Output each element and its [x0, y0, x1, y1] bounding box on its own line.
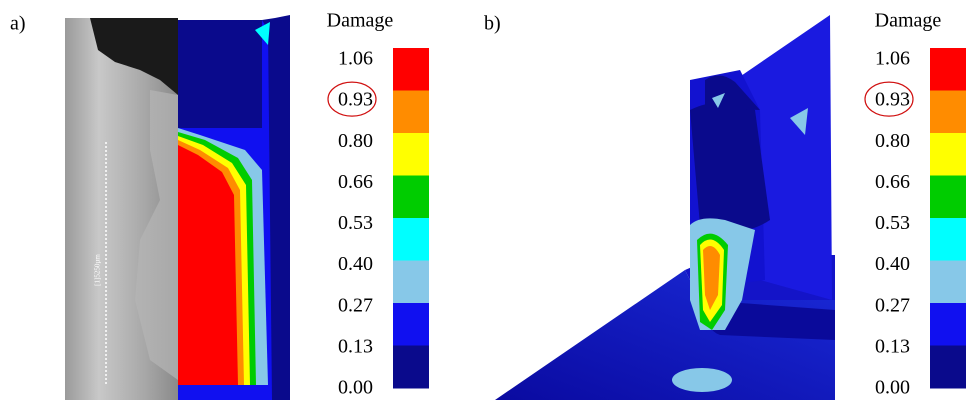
highlight-circle	[864, 81, 914, 117]
colorbar-tick-label: 0.53	[338, 212, 373, 234]
colorbar-band	[930, 260, 966, 304]
colorbar-tick-label: 0.53	[875, 212, 910, 234]
colorbar-tick-label: 0.27	[875, 294, 910, 316]
panel-label: b)	[484, 13, 501, 35]
colorbar-title: Damage	[327, 10, 394, 32]
colorbar-tick-label: 0.66	[338, 171, 373, 193]
panel-b-image	[495, 15, 835, 400]
colorbar-band	[930, 133, 966, 176]
colorbar-band	[393, 90, 429, 134]
colorbar-band	[930, 345, 966, 389]
colorbar-tick-label: 0.40	[338, 253, 373, 275]
colorbar-band	[393, 175, 429, 219]
panel-a-image	[65, 15, 290, 400]
colorbar-tick-label: 0.40	[875, 253, 910, 275]
colorbar-band	[930, 90, 966, 134]
highlight-circle	[327, 81, 377, 117]
colorbar-tick-label: 1.06	[875, 48, 910, 70]
colorbar-band	[930, 175, 966, 219]
colorbar-band	[393, 218, 429, 261]
colorbar-band	[393, 260, 429, 304]
colorbar-tick-label: 0.80	[875, 130, 910, 152]
colorbar-band	[393, 345, 429, 389]
colorbar-band	[930, 48, 966, 91]
colorbar-tick-label: 0.27	[338, 294, 373, 316]
panel-label: a)	[10, 13, 26, 35]
scale-note: [1]5250µm	[94, 254, 102, 286]
colorbar-tick-label: 0.13	[875, 335, 910, 357]
colorbar-tick-label: 0.93	[875, 89, 910, 111]
colorbar-tick-label: 0.80	[338, 130, 373, 152]
colorbar-tick-label: 1.06	[338, 48, 373, 70]
colorbar-tick-label: 0.93	[338, 89, 373, 111]
colorbar-title: Damage	[875, 10, 942, 32]
colorbar-band	[393, 48, 429, 91]
colorbar-band	[930, 303, 966, 346]
colorbar-band	[930, 218, 966, 261]
colorbar-tick-label: 0.13	[338, 335, 373, 357]
colorbar-tick-label: 0.66	[875, 171, 910, 193]
colorbar-band	[393, 303, 429, 346]
colorbar-tick-label: 0.00	[875, 377, 910, 399]
colorbar-band	[393, 133, 429, 176]
colorbar-tick-label: 0.00	[338, 377, 373, 399]
